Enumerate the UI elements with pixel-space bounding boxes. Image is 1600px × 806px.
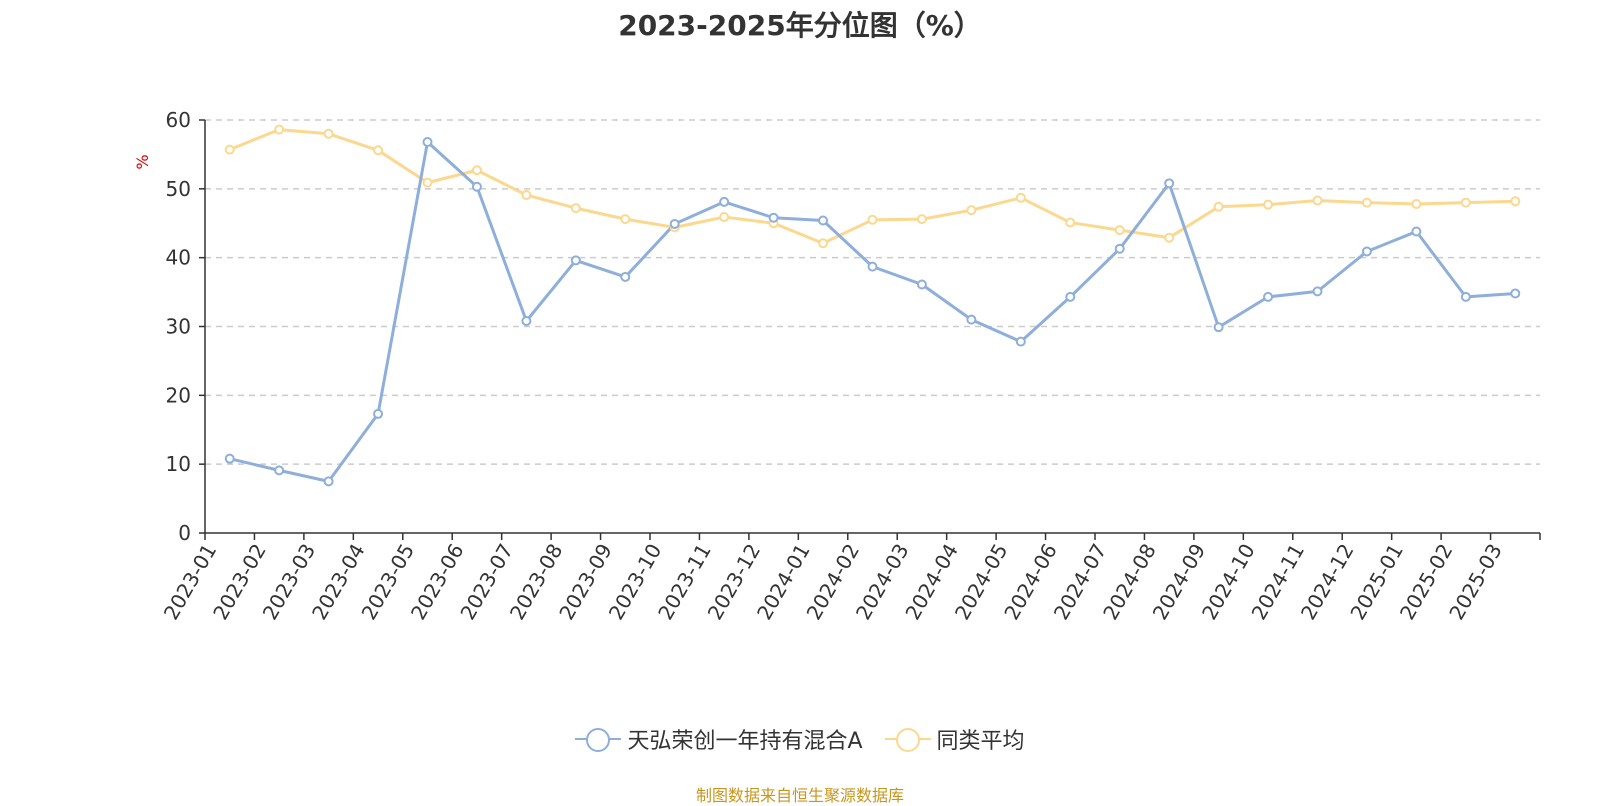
data-point-series-1-2023-03 xyxy=(323,128,334,139)
data-point-series-0-2023-12 xyxy=(768,212,779,223)
legend-item-fund[interactable]: 天弘荣创一年持有混合A xyxy=(575,723,863,755)
data-point-series-1-2023-07 xyxy=(521,190,532,201)
data-point-series-0-2023-04 xyxy=(373,408,384,419)
data-point-series-1-2023-01 xyxy=(224,144,235,155)
y-axis-label: % xyxy=(133,154,152,169)
y-tick-label-0: 0 xyxy=(178,521,191,545)
data-point-series-0-2023-11 xyxy=(719,196,730,207)
data-point-series-0-2025-03 xyxy=(1510,288,1521,299)
data-point-series-0-2024-04 xyxy=(966,314,977,325)
data-point-series-0-2023-08 xyxy=(570,255,581,266)
legend-item-peer-average[interactable]: 同类平均 xyxy=(884,723,1025,755)
axes xyxy=(199,119,1541,540)
data-point-series-0-2024-03 xyxy=(916,279,927,290)
data-point-series-1-2024-11 xyxy=(1312,195,1323,206)
line-chart: 0102030405060%2023-012023-022023-032023-… xyxy=(133,108,1541,624)
y-tick-label-50: 50 xyxy=(166,177,191,201)
data-point-series-1-2023-08 xyxy=(570,203,581,214)
data-point-series-0-2023-10 xyxy=(669,218,680,229)
data-point-series-1-2025-01 xyxy=(1411,198,1422,209)
grid-lines xyxy=(205,119,1540,465)
data-point-series-0-2024-07 xyxy=(1114,243,1125,254)
legend-label-fund: 天弘荣创一年持有混合A xyxy=(627,729,863,754)
data-point-series-1-2024-01 xyxy=(818,238,829,249)
data-point-series-0-2024-05 xyxy=(1015,336,1026,347)
source-note: 制图数据来自恒生聚源数据库 xyxy=(695,786,904,805)
data-point-series-0-2024-12 xyxy=(1361,246,1372,257)
data-point-series-1-2024-05 xyxy=(1015,192,1026,203)
legend: 天弘荣创一年持有混合A 同类平均 xyxy=(0,723,1600,755)
data-point-series-1-2024-06 xyxy=(1065,217,1076,228)
series-line-1 xyxy=(229,128,1516,245)
data-point-series-0-2023-06 xyxy=(471,181,482,192)
data-point-series-0-2023-07 xyxy=(521,315,532,326)
y-tick-label-30: 30 xyxy=(166,315,191,339)
data-point-series-1-2024-10 xyxy=(1263,199,1274,210)
data-point-series-1-2024-08 xyxy=(1164,232,1175,243)
data-point-series-0-2025-02 xyxy=(1460,291,1471,302)
series-lines xyxy=(224,124,1521,487)
data-point-series-1-2024-07 xyxy=(1114,225,1125,236)
data-point-series-1-2024-04 xyxy=(966,205,977,216)
data-point-series-0-2024-10 xyxy=(1263,291,1274,302)
legend-swatch-peer-average-icon xyxy=(884,726,931,752)
data-point-series-1-2024-09 xyxy=(1213,201,1224,212)
data-point-series-1-2023-11 xyxy=(719,212,730,223)
data-point-series-0-2024-11 xyxy=(1312,286,1323,297)
data-point-series-1-2023-05 xyxy=(422,177,433,188)
data-point-series-0-2025-01 xyxy=(1411,226,1422,237)
data-point-series-1-2023-06 xyxy=(471,165,482,176)
data-point-series-0-2023-01 xyxy=(224,453,235,464)
data-point-series-0-2024-06 xyxy=(1065,291,1076,302)
y-tick-label-40: 40 xyxy=(166,246,191,270)
data-point-series-0-2024-02 xyxy=(867,261,878,272)
data-point-series-1-2023-04 xyxy=(373,145,384,156)
data-point-series-1-2024-03 xyxy=(916,214,927,225)
y-tick-label-10: 10 xyxy=(166,452,191,476)
chart-title: 2023-2025年分位图（%） xyxy=(618,9,982,42)
data-point-series-0-2024-08 xyxy=(1164,178,1175,189)
data-point-series-0-2024-01 xyxy=(818,215,829,226)
data-point-series-1-2024-02 xyxy=(867,214,878,225)
data-point-series-1-2023-02 xyxy=(274,124,285,135)
data-point-series-1-2023-09 xyxy=(620,214,631,225)
series-line-0 xyxy=(229,140,1516,483)
data-point-series-0-2023-05 xyxy=(422,137,433,148)
data-point-series-0-2023-02 xyxy=(274,465,285,476)
y-tick-label-20: 20 xyxy=(166,383,191,407)
data-point-series-0-2023-09 xyxy=(620,271,631,282)
tick-labels: 0102030405060%2023-012023-022023-032023-… xyxy=(133,108,1507,624)
legend-label-peer-average: 同类平均 xyxy=(936,729,1025,754)
data-point-series-1-2025-02 xyxy=(1460,197,1471,208)
data-point-series-1-2024-12 xyxy=(1361,197,1372,208)
y-tick-label-60: 60 xyxy=(166,108,191,132)
data-point-series-1-2025-03 xyxy=(1510,196,1521,207)
legend-swatch-fund-icon xyxy=(575,726,622,752)
data-point-series-0-2024-09 xyxy=(1213,322,1224,333)
data-point-series-0-2023-03 xyxy=(323,476,334,487)
